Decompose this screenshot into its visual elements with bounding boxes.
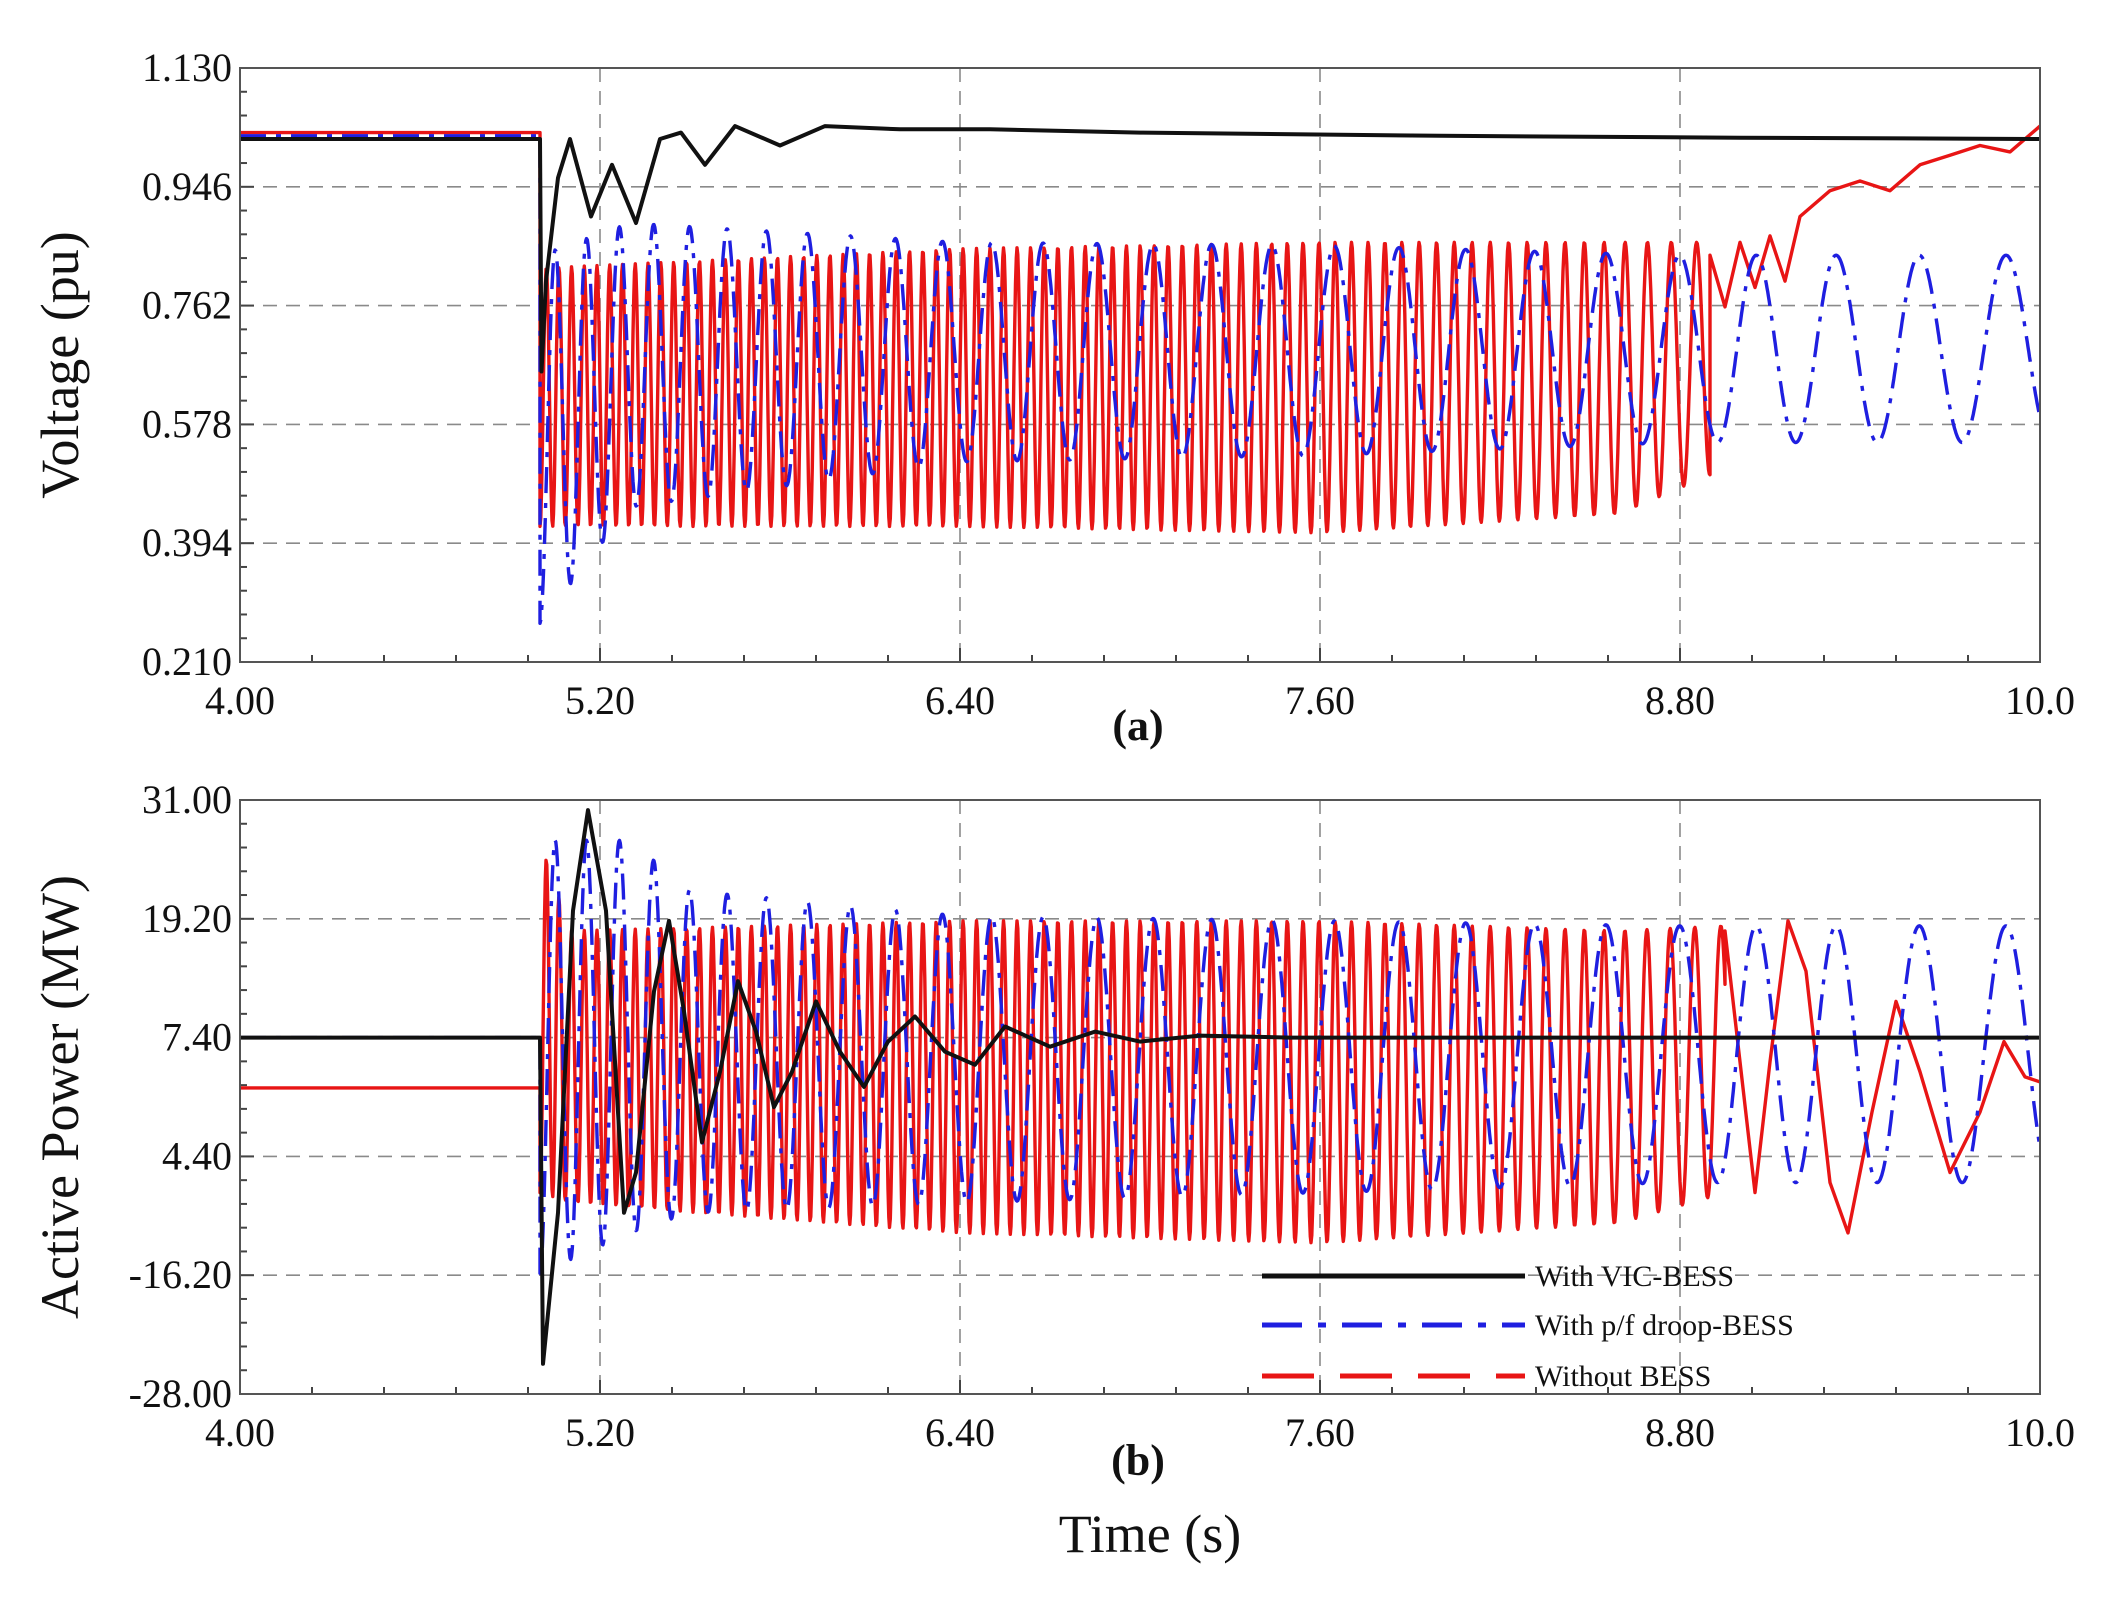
- x-tick-label: 7.60: [1285, 678, 1355, 723]
- x-tick-label: 5.20: [565, 678, 635, 723]
- plot-area: [240, 808, 2040, 1366]
- series-line-vic: [240, 124, 2040, 374]
- plot-area: [240, 124, 2040, 625]
- series-line-none: [240, 858, 2040, 1245]
- legend-label-none: Without BESS: [1535, 1360, 1711, 1393]
- x-tick-label: 10.0: [2005, 678, 2075, 723]
- legend-label-vic: With VIC-BESS: [1535, 1260, 1734, 1293]
- series-line-vic: [240, 808, 2040, 1366]
- voltage-chart: 4.00 5.20 6.40 7.60 8.80 10.0 0.210 0.394 0.578 0…: [30, 45, 2075, 750]
- panel-label: (a): [1112, 701, 1163, 750]
- y-tick-label: 4.40: [162, 1133, 232, 1178]
- time-axis-title: Time (s): [1059, 1504, 1242, 1564]
- legend-label-droop: With p/f droop-BESS: [1535, 1309, 1794, 1342]
- y-tick-label: -16.20: [129, 1252, 232, 1297]
- plot-frame: [239, 67, 2041, 663]
- x-tick-label: 6.40: [925, 1410, 995, 1455]
- x-tick-label: 4.00: [205, 1410, 275, 1455]
- y-tick-label: -28.00: [129, 1371, 232, 1416]
- y-tick-label: 0.578: [142, 401, 232, 446]
- y-tick-label: 0.210: [142, 639, 232, 684]
- y-tick-label: 19.20: [142, 896, 232, 941]
- y-axis-title: Voltage (pu): [30, 231, 90, 498]
- x-tick-label: 8.80: [1645, 1410, 1715, 1455]
- x-tick-label: 4.00: [205, 678, 275, 723]
- series-line-droop: [240, 838, 2040, 1275]
- x-tick-label: 8.80: [1645, 678, 1715, 723]
- x-tick-label: 10.0: [2005, 1410, 2075, 1455]
- y-tick-label: 0.394: [142, 520, 232, 565]
- y-tick-label: 0.762: [142, 283, 232, 328]
- panel-label: (b): [1111, 1436, 1165, 1485]
- y-tick-label: 7.40: [162, 1015, 232, 1060]
- x-tick-label: 7.60: [1285, 1410, 1355, 1455]
- x-tick-label: 5.20: [565, 1410, 635, 1455]
- y-tick-label: 0.946: [142, 164, 232, 209]
- plot-frame: [239, 799, 2041, 1395]
- y-tick-label: 1.130: [142, 45, 232, 90]
- active-power-chart: 4.00 5.20 6.40 7.60 8.80 10.0 -28.00 -16.20 4.40…: [30, 777, 2075, 1485]
- y-axis-title: Active Power (MW): [30, 875, 90, 1319]
- x-tick-label: 6.40: [925, 678, 995, 723]
- y-tick-label: 31.00: [142, 777, 232, 822]
- legend: With VIC-BESS With p/f droop-BESS Without …: [1262, 1260, 1794, 1393]
- series-line-droop: [240, 134, 2040, 625]
